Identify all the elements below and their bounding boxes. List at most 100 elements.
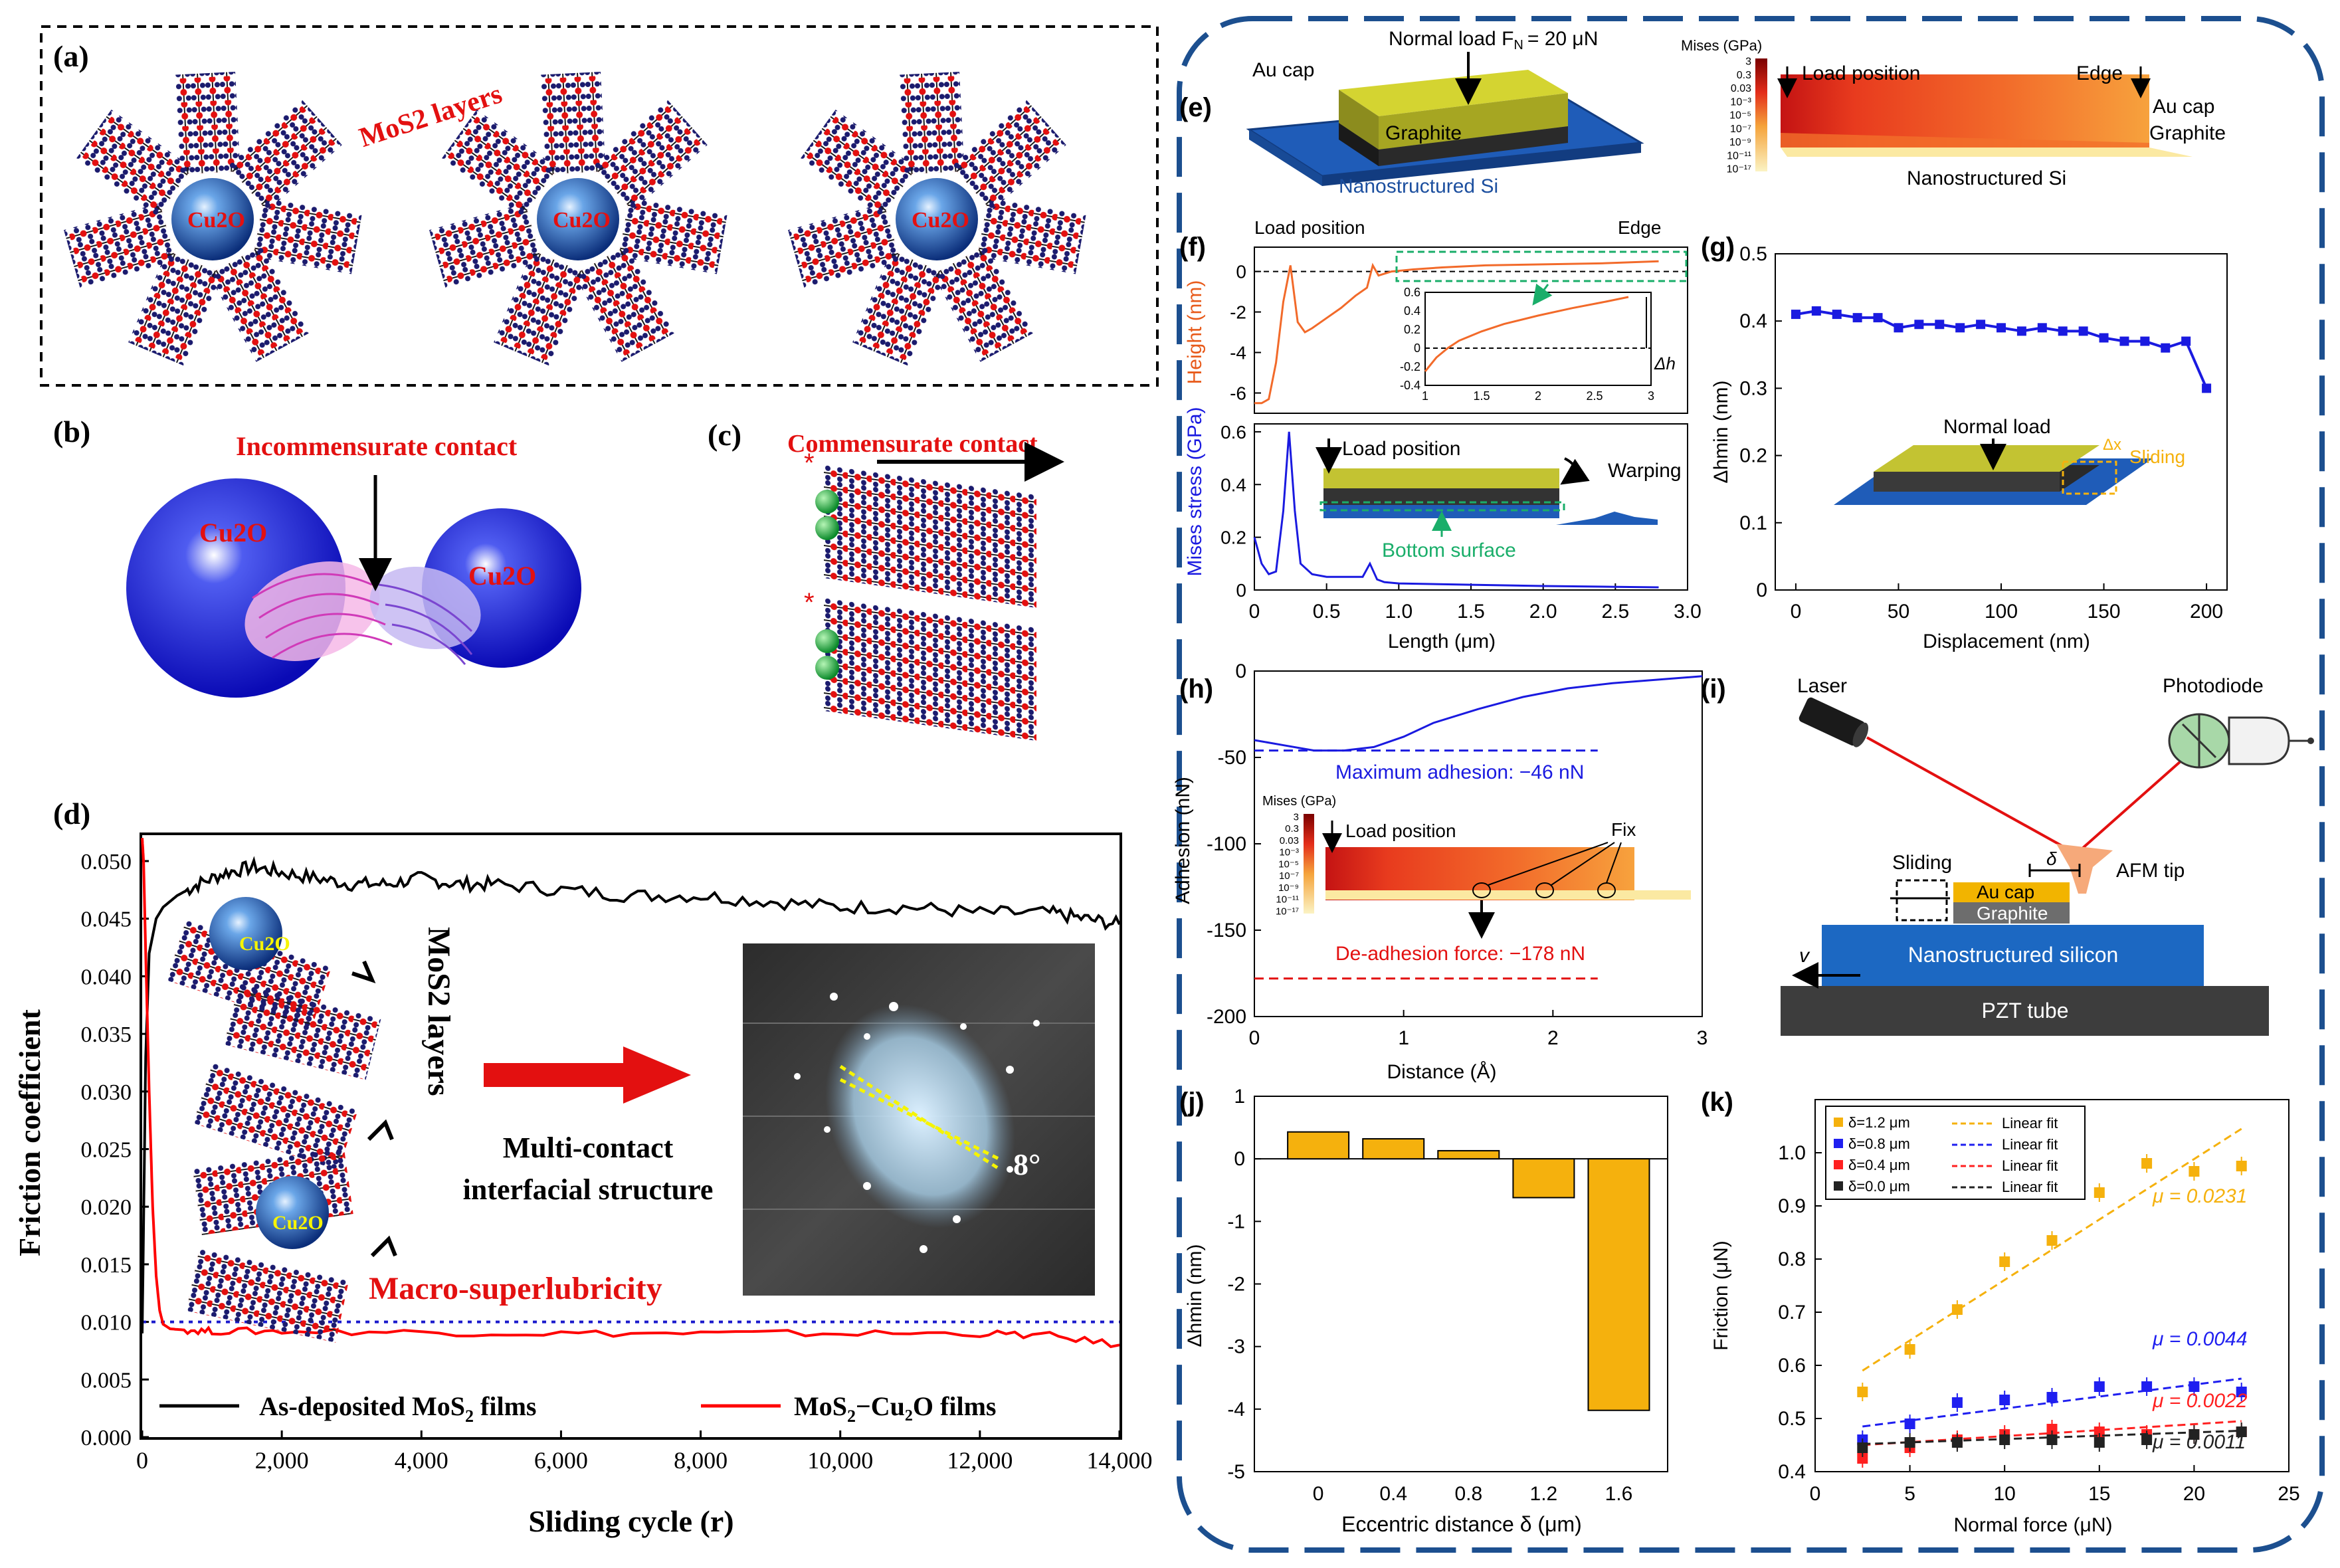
afm-tip-label: AFM tip bbox=[2116, 860, 2185, 882]
chart-h-ylabel: Adhesion (nN) bbox=[1172, 777, 1194, 904]
chart-k: 0.4 0.5 0.6 0.7 0.8 0.9 1.0 0 5 10 15 20 25 μ = 0.023… bbox=[1778, 1099, 2300, 1505]
mos2-arm bbox=[429, 203, 541, 288]
g-sliding-box bbox=[2062, 460, 2117, 495]
red-star-icon: * bbox=[804, 448, 815, 478]
h-deadhesion-label: De-adhesion force: −178 nN bbox=[1335, 943, 1585, 965]
mos2-arm bbox=[801, 110, 917, 217]
x-tick-label: 0 bbox=[1313, 1483, 1324, 1505]
x-tick-label: 1.2 bbox=[1530, 1483, 1558, 1505]
panel-i: (i) Laser Photodiode AFM tip Sliding δ A… bbox=[1701, 674, 2314, 1036]
k-point bbox=[1904, 1344, 1915, 1355]
x-tick-label: 2 bbox=[1547, 1027, 1559, 1049]
panel-f-label: (f) bbox=[1179, 233, 1206, 262]
cu2o-sphere bbox=[256, 1176, 329, 1249]
photodiode-icon bbox=[2168, 713, 2314, 769]
series-line-1 bbox=[141, 838, 1120, 1349]
inset-y-tick-label: 0.6 bbox=[1404, 286, 1420, 299]
mos2-arm bbox=[593, 100, 708, 211]
bar-0 bbox=[1287, 1131, 1350, 1160]
y-tick-label: 0.3 bbox=[1739, 377, 1767, 399]
h-fix-label: Fix bbox=[1611, 819, 1636, 840]
panel-d: (d) 0.0000.0050.0100.0150.0200.0250.0300… bbox=[53, 797, 1153, 1474]
x-tick-label: 14,000 bbox=[1087, 1447, 1153, 1474]
k-point bbox=[2046, 1424, 2058, 1434]
y-tick-label: 0.025 bbox=[81, 1138, 132, 1163]
panel-k-label: (k) bbox=[1701, 1088, 1733, 1117]
inset-y-tick-label: 0 bbox=[1414, 342, 1420, 355]
x-tick-label: 50 bbox=[1888, 601, 1909, 623]
k-point bbox=[2141, 1434, 2153, 1445]
y-tick-label: 0 bbox=[1234, 1148, 1245, 1170]
colorbar-tick-label: 10⁻¹¹ bbox=[1727, 150, 1751, 161]
cu2o-label: Cu2O bbox=[272, 1212, 324, 1234]
y-tick-label: -2 bbox=[1230, 302, 1246, 323]
legend-marker bbox=[1834, 1139, 1843, 1148]
x-tick-label: 100 bbox=[1985, 601, 2018, 623]
angle-label: 8° bbox=[1013, 1147, 1040, 1181]
x-tick-label: 2.0 bbox=[1529, 601, 1557, 623]
panel-c: (c) Commensurate contact * * bbox=[708, 418, 1064, 741]
h-mises-colorbar bbox=[1304, 814, 1314, 914]
x-tick-label: 0.8 bbox=[1454, 1483, 1482, 1505]
au-cap-map-label: Au cap bbox=[2153, 96, 2214, 118]
mos2-layer-block bbox=[573, 245, 674, 362]
y-tick-label: 0.6 bbox=[1220, 422, 1246, 442]
k-point bbox=[1951, 1397, 1963, 1408]
y-tick-label: 0.035 bbox=[81, 1023, 132, 1047]
cu2o-sphere bbox=[537, 178, 619, 260]
green-atom bbox=[815, 629, 839, 653]
g-point bbox=[1832, 310, 1842, 320]
x-tick-label: 1.5 bbox=[1457, 601, 1485, 623]
afm-tip-icon bbox=[2056, 844, 2113, 894]
y-tick-label: 0.005 bbox=[81, 1368, 132, 1393]
legend-series-label: δ=0.4 μm bbox=[1848, 1157, 1910, 1173]
mos2-arm bbox=[128, 250, 223, 366]
mos2-layer-block bbox=[951, 100, 1066, 211]
curved-arrow-icon bbox=[351, 960, 376, 983]
inset-y-tick-label: -0.4 bbox=[1400, 379, 1420, 392]
x-tick-label: 12,000 bbox=[947, 1447, 1013, 1474]
mos2-arm bbox=[977, 197, 1086, 274]
mos2-arm bbox=[852, 250, 947, 366]
h-substrate-strip bbox=[1325, 890, 1691, 900]
mu-label: μ = 0.0231 bbox=[2152, 1185, 2247, 1207]
k-point bbox=[2189, 1429, 2200, 1440]
g-point bbox=[1935, 320, 1945, 330]
y-tick-label: 0 bbox=[1236, 580, 1246, 601]
i-au-cap bbox=[1953, 882, 2070, 902]
chart-g-ylabel: Δhmin (nm) bbox=[1710, 380, 1732, 483]
panel-k: (k) 0.4 0.5 0.6 0.7 0.8 0.9 1.0 0 5 10 15 20 25 μ = 0… bbox=[1701, 1088, 2300, 1505]
colorbar-tick-label: 10⁻¹⁷ bbox=[1727, 164, 1752, 175]
legend-marker bbox=[1834, 1181, 1843, 1191]
y-tick-label: -200 bbox=[1207, 1006, 1246, 1028]
x-tick-label: 0 bbox=[1810, 1483, 1821, 1505]
photodiode-label: Photodiode bbox=[2163, 675, 2264, 697]
panel-c-label: (c) bbox=[708, 418, 741, 452]
curved-arrow-icon bbox=[370, 1235, 397, 1258]
sliding-dashed-box bbox=[1896, 879, 1948, 922]
x-tick-label: 0 bbox=[1249, 1027, 1260, 1049]
g-point bbox=[2202, 383, 2212, 393]
chart-g: 0 0.1 0.2 0.3 0.4 0.5 0 50 100 150 200 bbox=[1739, 243, 2228, 623]
mos2-cu2o-clusters: Cu2O Cu2O Cu2O bbox=[64, 72, 1086, 366]
panel-f: (f) 0-2-4-60.60.40.20-0.2-0.41 1.5 2 2.5 300… bbox=[1179, 217, 1702, 623]
y-tick-label: 0.050 bbox=[81, 850, 132, 874]
k-point bbox=[2189, 1166, 2200, 1177]
chart-f: 0 -2 -4 -6 0.6 0.4 0.2 0 -0.2 -0.41 1.5 2 2.5 3 0 0.2 0.… bbox=[1220, 246, 1702, 623]
graphite-map-label: Graphite bbox=[2149, 122, 2226, 144]
x-tick-label: 200 bbox=[2190, 601, 2223, 623]
legend-fit-label: Linear fit bbox=[2002, 1157, 2058, 1174]
colorbar-tick-label: 10⁻⁵ bbox=[1278, 858, 1299, 870]
g-point bbox=[2016, 326, 2026, 336]
chart-d-xlabel: Sliding cycle (r) bbox=[528, 1504, 733, 1538]
i-substrate-block bbox=[1822, 925, 2204, 986]
panel-a-label: (a) bbox=[53, 39, 89, 73]
cu2o-sphere bbox=[209, 897, 282, 970]
mos2-arm bbox=[253, 197, 362, 274]
mos2-arm bbox=[951, 100, 1066, 211]
mos2-layer-block bbox=[128, 250, 223, 366]
colorbar-tick-label: 3 bbox=[1294, 811, 1299, 823]
mos2-arm bbox=[76, 110, 193, 217]
y-tick-label: 0.4 bbox=[1778, 1461, 1806, 1483]
k-frame bbox=[1814, 1099, 2290, 1472]
